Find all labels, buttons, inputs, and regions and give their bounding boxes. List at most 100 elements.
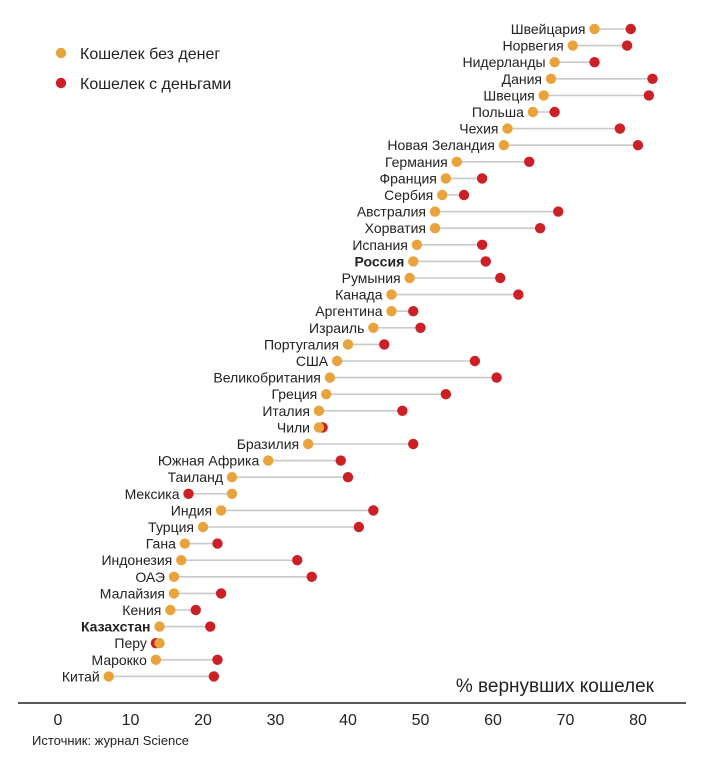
country-row: Турция: [148, 519, 365, 535]
point-money: [335, 455, 346, 466]
country-label: Франция: [380, 170, 437, 186]
point-money: [458, 189, 470, 201]
country-row: Канада: [335, 287, 524, 303]
point-no-money: [342, 339, 354, 350]
point-money: [589, 57, 600, 68]
point-no-money: [567, 40, 578, 51]
point-money: [621, 40, 633, 51]
country-label: Бразилия: [237, 436, 299, 452]
country-label: Таиланд: [168, 469, 223, 485]
point-no-money: [215, 505, 227, 516]
point-no-money: [429, 223, 441, 234]
point-no-money: [429, 206, 441, 217]
country-label: Румыния: [342, 270, 401, 286]
country-label: Португалия: [264, 336, 339, 352]
point-money: [625, 23, 636, 35]
point-money: [379, 339, 390, 350]
country-label: Германия: [385, 154, 448, 170]
point-money: [440, 389, 452, 400]
point-no-money: [168, 571, 180, 582]
x-tick-label: 0: [54, 712, 63, 729]
point-money: [415, 322, 426, 333]
x-tick-label: 20: [194, 712, 212, 729]
country-row: Аргентина: [315, 303, 419, 319]
point-no-money: [527, 106, 539, 118]
country-row: Гана: [146, 536, 223, 552]
country-row: Южная Африка: [158, 453, 346, 469]
country-row: Бразилия: [237, 436, 419, 452]
point-money: [632, 140, 644, 151]
point-money: [408, 438, 419, 450]
country-row: Греция: [271, 386, 452, 402]
point-money: [212, 654, 223, 665]
point-no-money: [179, 538, 191, 549]
point-no-money: [386, 306, 397, 317]
point-money: [553, 206, 564, 217]
country-row: Таиланд: [168, 469, 354, 485]
point-money: [212, 538, 223, 549]
legend-label-no-money: Кошелек без денег: [80, 46, 220, 63]
point-money: [292, 555, 303, 566]
point-money: [549, 106, 560, 118]
point-money: [524, 156, 535, 167]
point-no-money: [411, 239, 423, 250]
point-money: [215, 588, 227, 599]
point-money: [205, 621, 216, 632]
legend-marker-money: [55, 77, 67, 89]
country-row: Чили: [277, 419, 328, 435]
country-row: Италия: [262, 403, 408, 419]
point-money: [353, 521, 365, 533]
legend-label-money: Кошелек с деньгами: [80, 76, 231, 93]
country-label: Южная Африка: [158, 453, 260, 469]
x-tick-label: 60: [484, 712, 502, 729]
country-label: Турция: [148, 519, 194, 535]
country-label: Испания: [352, 237, 408, 253]
point-no-money: [302, 438, 314, 450]
country-label: Нидерланды: [463, 54, 546, 70]
point-no-money: [440, 173, 452, 184]
point-no-money: [226, 472, 238, 483]
point-money: [480, 256, 491, 267]
point-no-money: [197, 521, 209, 533]
country-label: Польша: [472, 104, 524, 120]
country-row: Нидерланды: [463, 54, 600, 70]
x-tick-label: 40: [339, 712, 357, 729]
country-row: Индия: [171, 502, 379, 518]
point-no-money: [324, 372, 336, 383]
point-money: [491, 372, 502, 383]
country-label: Греция: [271, 386, 317, 402]
country-row: ОАЭ: [135, 569, 317, 585]
country-label: Норвегия: [502, 38, 563, 54]
country-row: Китай: [62, 668, 220, 684]
country-row: Перу: [114, 635, 165, 651]
country-label: Марокко: [92, 652, 148, 668]
x-tick-label: 30: [267, 712, 285, 729]
country-label: Индия: [171, 502, 212, 518]
point-no-money: [313, 422, 325, 433]
country-label: Новая Зеландия: [387, 137, 494, 153]
country-label: Сербия: [384, 187, 433, 203]
point-money: [397, 405, 408, 416]
point-no-money: [176, 555, 187, 566]
point-money: [643, 90, 655, 101]
country-row: Великобритания: [213, 370, 502, 386]
country-row: Малайзия: [100, 585, 227, 601]
country-row: Польша: [472, 104, 560, 120]
country-label: Гана: [146, 536, 176, 552]
point-no-money: [168, 588, 180, 599]
country-label: Россия: [355, 253, 405, 269]
point-money: [208, 671, 220, 682]
country-label: Италия: [262, 403, 310, 419]
point-money: [513, 289, 524, 300]
point-money: [368, 505, 379, 516]
country-row: Дания: [502, 71, 658, 87]
country-label: Индонезия: [101, 552, 172, 568]
country-label: ОАЭ: [135, 569, 165, 585]
country-label: Швейцария: [511, 21, 586, 37]
country-row: Румыния: [342, 270, 506, 286]
country-row: Испания: [352, 237, 488, 253]
point-no-money: [103, 671, 114, 682]
x-tick-label: 70: [557, 712, 575, 729]
country-row: Австралия: [357, 204, 564, 220]
country-label: Мексика: [125, 486, 180, 502]
